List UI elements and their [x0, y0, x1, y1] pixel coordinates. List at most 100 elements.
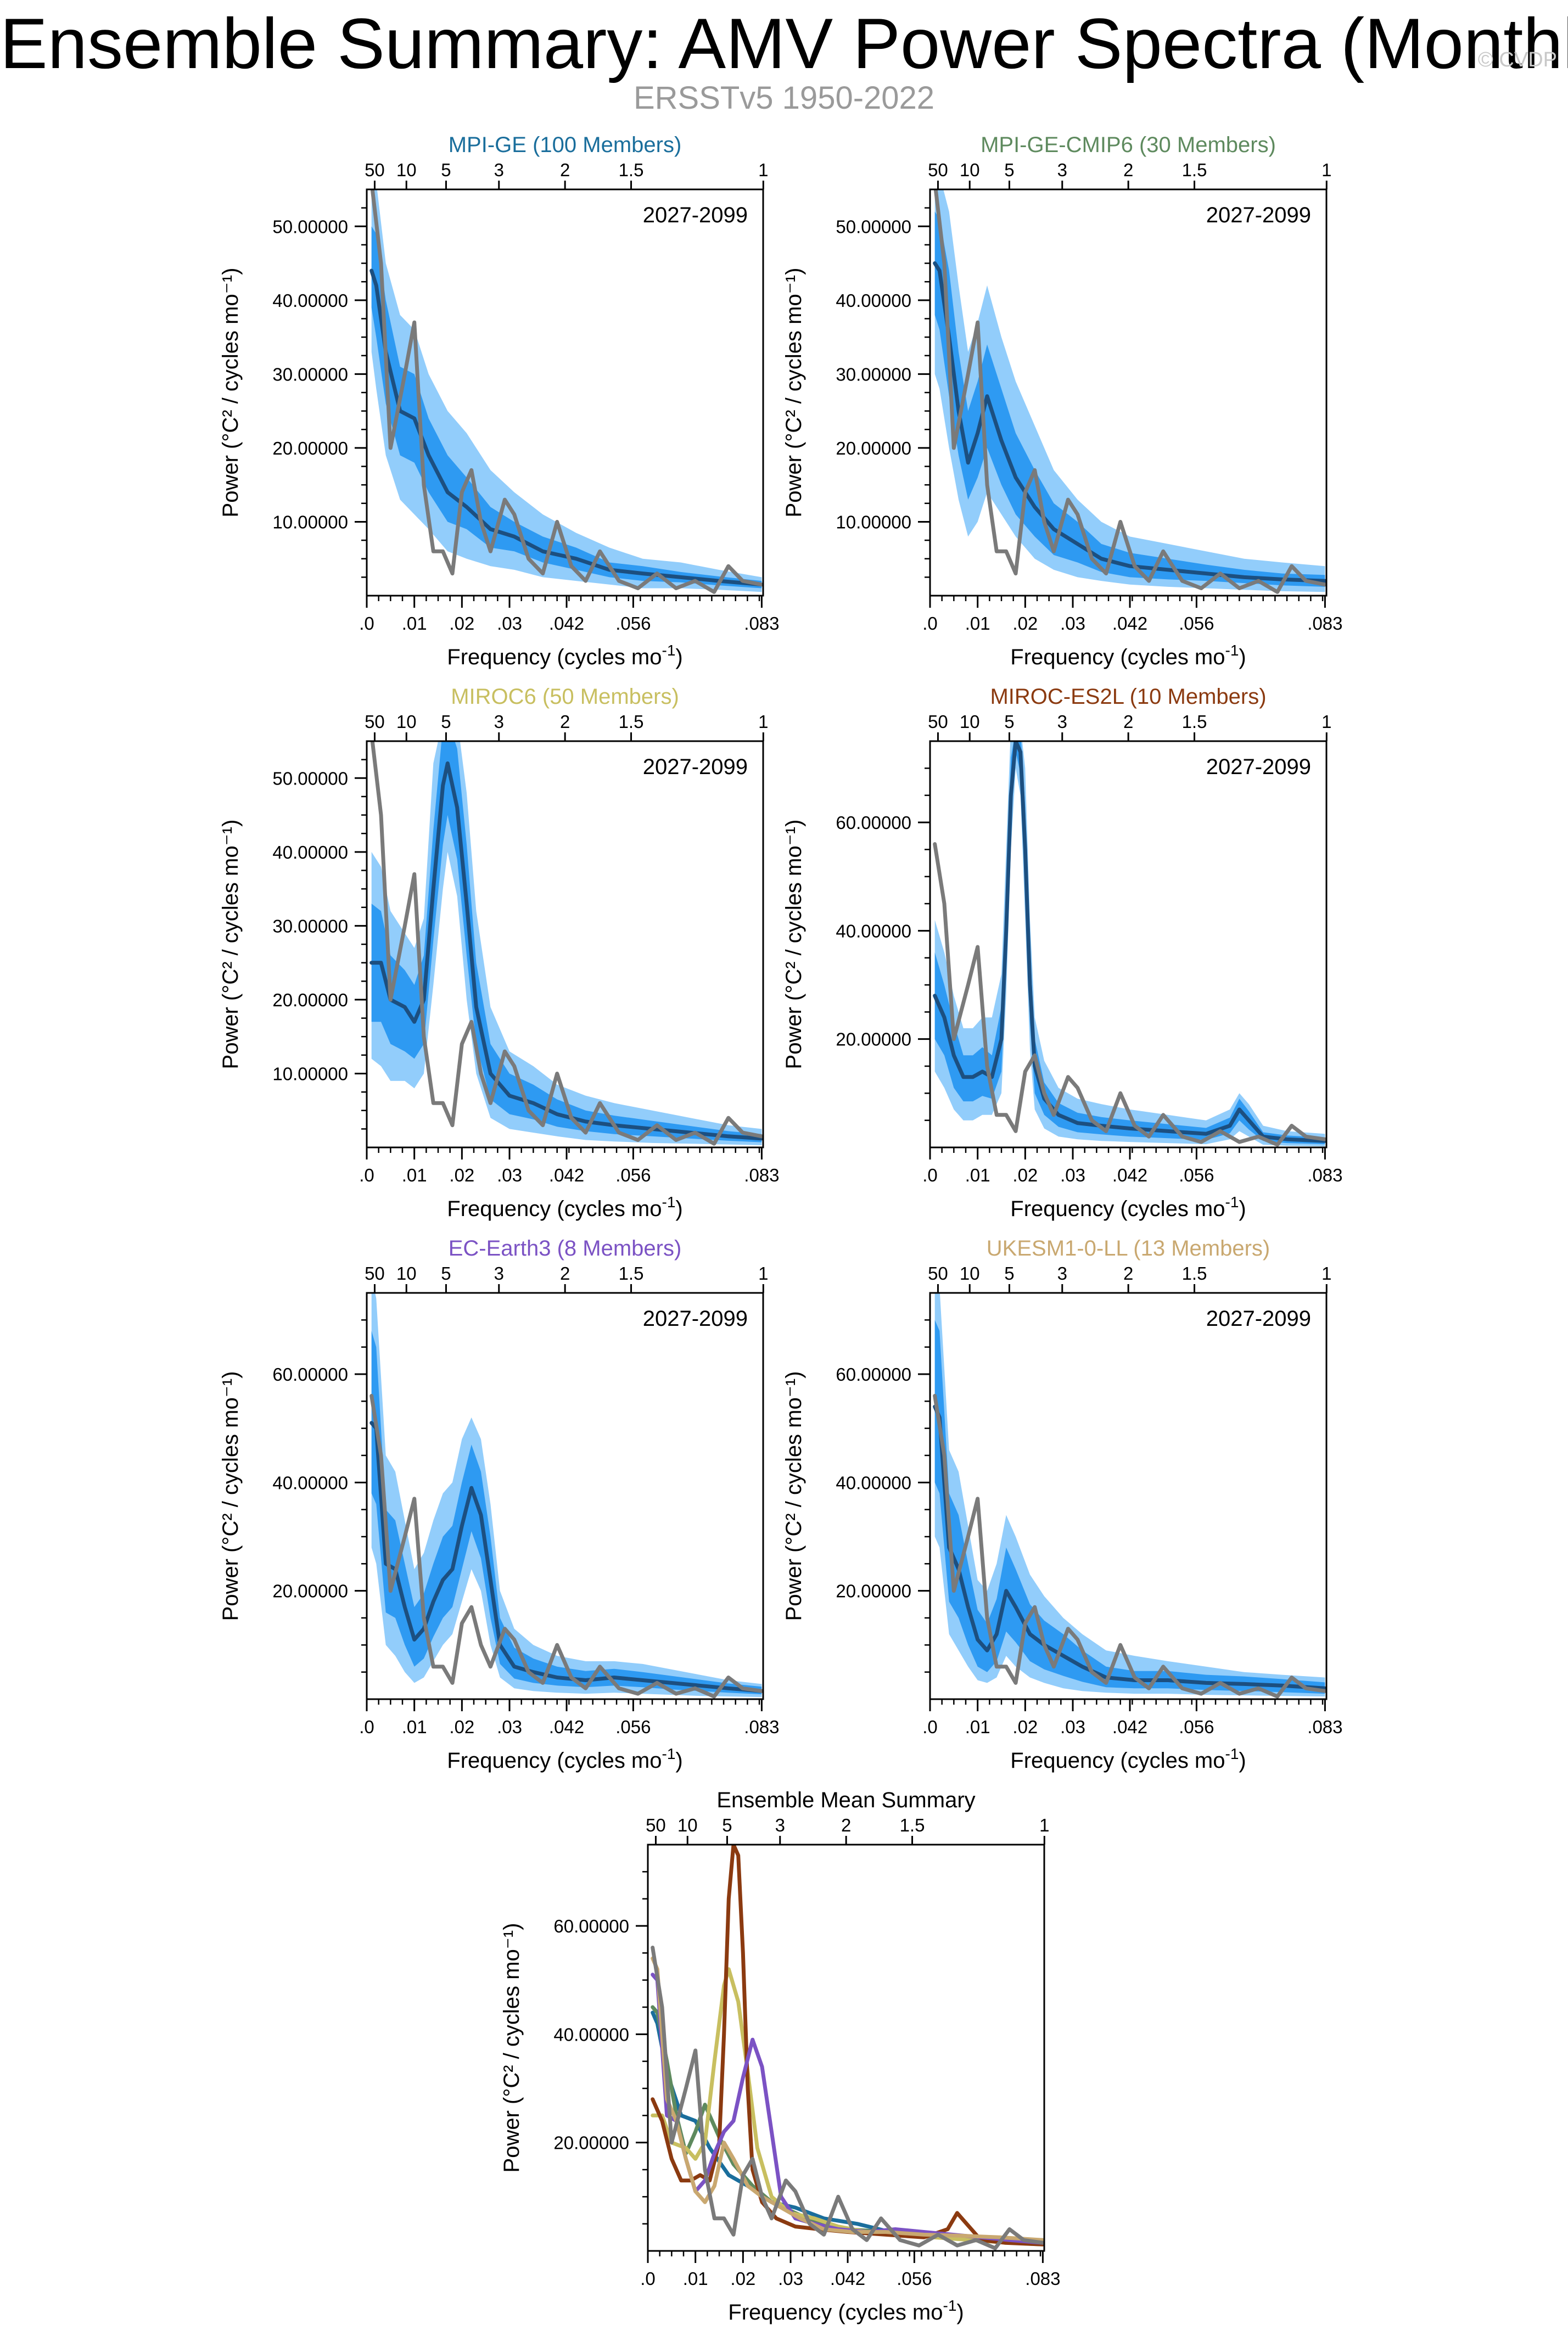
x-tick-label: .0: [359, 1717, 374, 1737]
spread-band-inner: [371, 226, 762, 589]
x-axis-label-main: Frequency (cycles mo: [447, 645, 662, 669]
series-line-observed: [370, 189, 763, 594]
period-tick-label: 10: [960, 712, 980, 732]
y-tick-label: 20.00000: [553, 2133, 629, 2153]
x-tick-label: .056: [1179, 1165, 1214, 1185]
x-tick-label: .056: [1179, 1717, 1214, 1737]
x-tick-label: .02: [1012, 1165, 1038, 1185]
x-tick-label: .02: [730, 2268, 755, 2289]
period-tick-label: 5: [722, 1815, 732, 1835]
x-tick-label: .056: [897, 2268, 932, 2289]
period-tick-label: 1.5: [1182, 160, 1207, 180]
x-tick-label: .056: [615, 1717, 651, 1737]
x-tick-label: .042: [549, 613, 584, 634]
series-line-ukesm1-0-ll: [651, 1956, 1044, 2242]
x-tick-label: .02: [1012, 613, 1038, 634]
series-line-observed: [369, 1394, 763, 1699]
x-tick-label: .02: [449, 613, 474, 634]
period-label: 2027-2099: [1206, 1307, 1311, 1331]
period-label: 2027-2099: [1206, 755, 1311, 779]
period-tick-label: 2: [1123, 1263, 1133, 1284]
series-line-ensemble-mean: [933, 1404, 1326, 1690]
x-tick-label: .01: [402, 1165, 427, 1185]
x-tick-label: .083: [744, 613, 779, 634]
chart-title: EC-Earth3 (8 Members): [449, 1236, 682, 1261]
y-tick-label: 60.00000: [272, 1364, 348, 1385]
period-tick-label: 1: [1321, 1263, 1331, 1284]
spread-band-inner: [934, 741, 1325, 1145]
x-tick-label: .01: [683, 2268, 708, 2289]
series-line-ensemble-mean: [369, 761, 763, 1141]
y-tick-label: 10.00000: [272, 1063, 348, 1084]
x-axis-label: Frequency (cycles mo-1): [447, 642, 682, 669]
period-tick-label: 50: [365, 712, 385, 732]
y-axis-label: Power (°C² / cycles mo⁻¹): [219, 820, 243, 1069]
chart-panel-2: .0 .01 .02 .03 .042 .056 .083 50 10 5 3 2 1.5 1 10.000…: [782, 133, 1343, 669]
page-subtitle: ERSSTv5 1950-2022: [633, 80, 935, 116]
x-tick-label: .03: [778, 2268, 803, 2289]
x-axis-label: Frequency (cycles mo-1): [1010, 1745, 1246, 1773]
x-tick-label: .042: [1112, 613, 1147, 634]
chart-panel-7: .0 .01 .02 .03 .042 .056 .083 50 10 5 3 2 1.5 1 20.000…: [500, 1788, 1061, 2324]
period-tick-label: 5: [1004, 160, 1014, 180]
y-axis-label: Power (°C² / cycles mo⁻¹): [782, 820, 806, 1069]
period-tick-label: 3: [775, 1815, 785, 1835]
period-tick-label: 50: [928, 160, 948, 180]
series-line-ensemble-mean: [933, 261, 1326, 583]
period-tick-label: 1: [758, 160, 768, 180]
y-tick-label: 30.00000: [272, 916, 348, 936]
chart-panel-1: .0 .01 .02 .03 .042 .056 .083 50 10 5 3 2 1.5 1 10.000…: [219, 133, 780, 669]
series-line-ensemble-mean: [933, 741, 1326, 1143]
x-tick-label: .083: [1307, 1165, 1342, 1185]
x-axis-label-sup: -1: [943, 2297, 957, 2314]
x-tick-label: .01: [965, 1165, 990, 1185]
period-tick-label: 1: [1039, 1815, 1049, 1835]
y-tick-label: 20.00000: [836, 438, 911, 458]
y-axis-label: Power (°C² / cycles mo⁻¹): [782, 1371, 806, 1621]
period-tick-label: 1.5: [619, 712, 644, 732]
y-tick-label: 30.00000: [836, 364, 911, 384]
spread-band-inner: [934, 211, 1325, 587]
x-tick-label: .056: [1179, 613, 1214, 634]
x-axis-label-end: ): [1239, 1197, 1246, 1221]
period-tick-label: 10: [960, 1263, 980, 1284]
y-tick-label: 10.00000: [836, 512, 911, 532]
period-tick-label: 2: [560, 160, 570, 180]
period-tick-label: 5: [441, 160, 451, 180]
x-axis-label-sup: -1: [662, 642, 676, 659]
x-axis-label-main: Frequency (cycles mo: [447, 1197, 662, 1221]
plot-area: [369, 1293, 763, 1699]
x-axis-label-main: Frequency (cycles mo: [447, 1749, 662, 1773]
period-tick-label: 1.5: [900, 1815, 925, 1835]
period-tick-label: 1: [1321, 160, 1331, 180]
x-axis-label-main: Frequency (cycles mo: [1010, 1197, 1225, 1221]
x-tick-label: .042: [549, 1717, 584, 1737]
x-tick-label: .083: [1025, 2268, 1060, 2289]
x-tick-label: .01: [965, 1717, 990, 1737]
period-tick-label: 50: [646, 1815, 666, 1835]
x-tick-label: .03: [497, 613, 522, 634]
watermark: © CVDP: [1477, 48, 1557, 71]
x-tick-label: .0: [922, 613, 938, 634]
x-axis-label: Frequency (cycles mo-1): [447, 1745, 682, 1773]
period-tick-label: 50: [928, 1263, 948, 1284]
x-tick-label: .056: [615, 1165, 651, 1185]
x-tick-label: .0: [922, 1165, 938, 1185]
period-tick-label: 1.5: [1182, 712, 1207, 732]
x-axis-label-end: ): [956, 2300, 964, 2324]
chart-panel-5: .0 .01 .02 .03 .042 .056 .083 50 10 5 3 2 1.5 1 20.000…: [219, 1236, 780, 1773]
x-tick-label: .02: [449, 1165, 474, 1185]
x-axis-label-end: ): [1239, 1749, 1246, 1773]
y-tick-label: 40.00000: [272, 842, 348, 862]
period-tick-label: 50: [365, 160, 385, 180]
x-tick-label: .0: [640, 2268, 656, 2289]
plot-area: [369, 189, 763, 594]
series-line-observed: [933, 1394, 1326, 1699]
page-title: Ensemble Summary: AMV Power Spectra (Mon…: [0, 3, 1568, 83]
x-tick-label: .01: [402, 613, 427, 634]
period-tick-label: 3: [1057, 160, 1067, 180]
period-tick-label: 3: [1057, 712, 1067, 732]
x-tick-label: .03: [1060, 1717, 1085, 1737]
x-axis-label-end: ): [675, 1749, 682, 1773]
